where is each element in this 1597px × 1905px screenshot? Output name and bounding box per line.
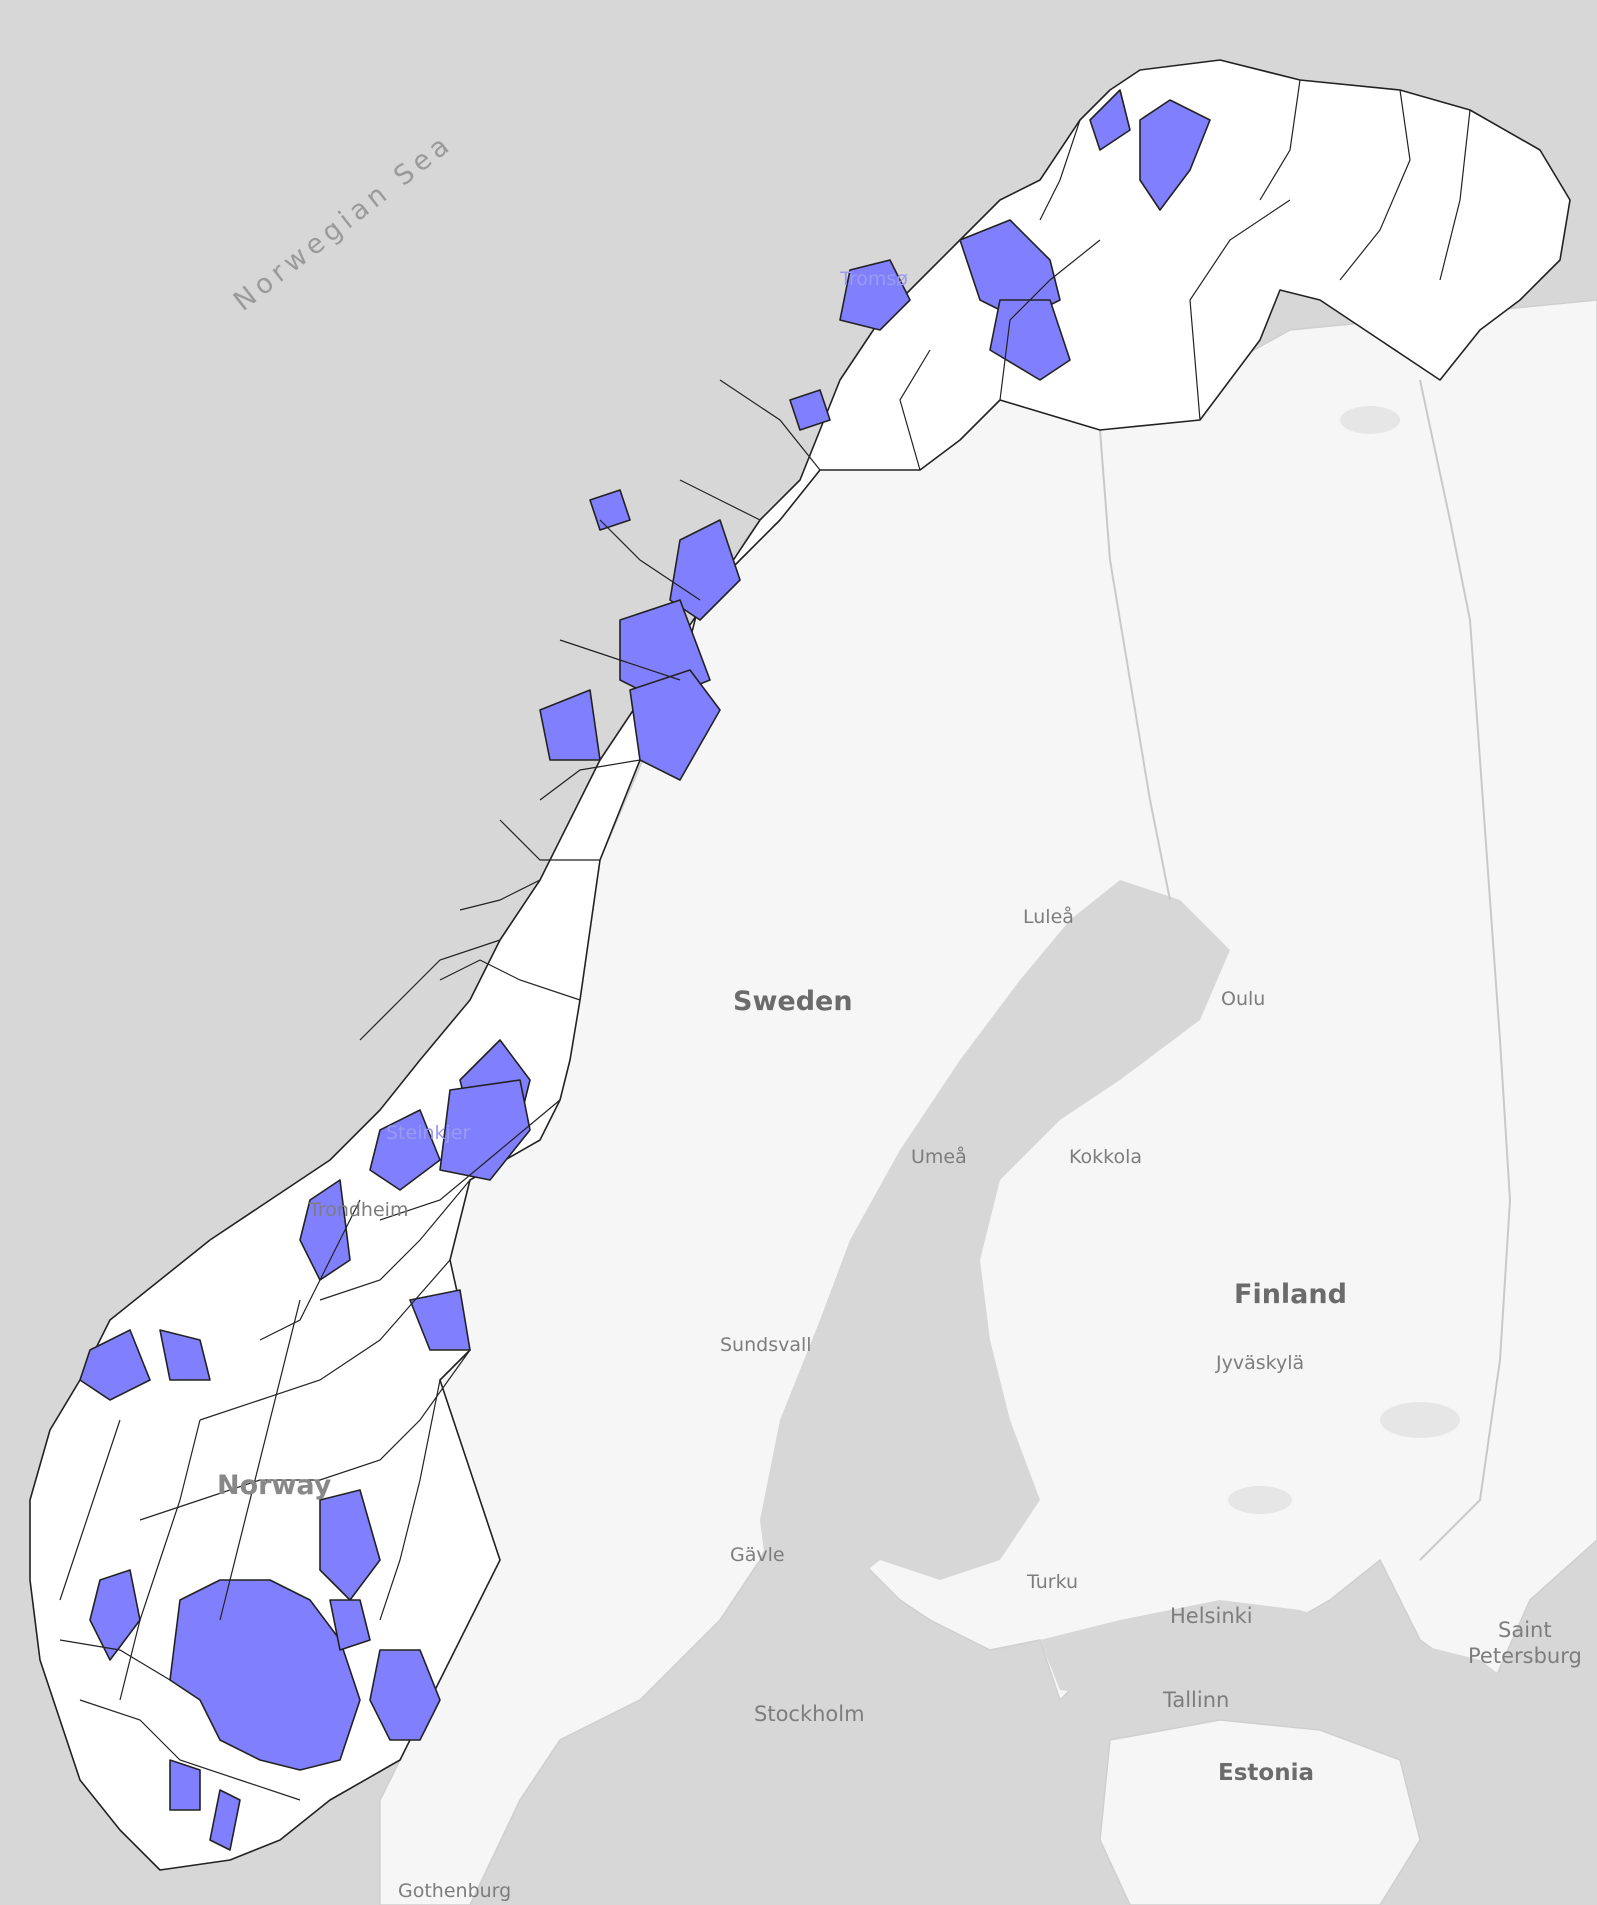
city-label-jyvaskyla: Jyväskylä <box>1216 1352 1305 1374</box>
city-label-trondheim: Trondheim <box>309 1199 409 1221</box>
city-label-umea: Umeå <box>911 1146 967 1168</box>
baltic-sea <box>780 1760 1100 1905</box>
municipality-highlighted[interactable] <box>319 1489 381 1601</box>
city-label-steinkjer: Steinkjer <box>386 1122 471 1144</box>
city-label-stockholm: Stockholm <box>754 1702 865 1726</box>
city-label-saint-petersburg-line2: Petersburg <box>1468 1644 1582 1668</box>
country-label-sweden: Sweden <box>733 986 853 1017</box>
municipality-highlighted[interactable] <box>539 689 601 761</box>
municipality-highlighted[interactable] <box>1089 89 1131 151</box>
gulf-of-bothnia <box>700 880 1230 1800</box>
city-label-gavle: Gävle <box>730 1544 785 1566</box>
municipality-highlighted[interactable] <box>669 519 741 621</box>
estonia-land <box>1099 1719 1421 1905</box>
municipality-highlighted[interactable] <box>629 669 721 781</box>
city-label-tallinn: Tallinn <box>1163 1688 1230 1712</box>
municipality-highlighted[interactable] <box>169 1579 361 1771</box>
lake <box>1380 1402 1460 1438</box>
municipality-highlighted[interactable] <box>1139 99 1211 211</box>
city-label-tromso: Tromsø <box>840 268 908 290</box>
gulf-of-finland <box>1040 1600 1520 1720</box>
sweden-finland-border <box>1099 429 1171 901</box>
municipality-highlighted[interactable] <box>369 1109 441 1191</box>
lake <box>1340 406 1400 434</box>
municipality-highlighted[interactable] <box>89 1569 141 1661</box>
municipality-highlighted[interactable] <box>839 259 911 331</box>
municipality-highlighted[interactable] <box>329 1599 371 1651</box>
city-label-gothenburg: Gothenburg <box>398 1880 512 1902</box>
municipality-highlighted[interactable] <box>209 1789 241 1851</box>
city-label-lulea: Luleå <box>1023 906 1074 928</box>
city-label-turku: Turku <box>1027 1571 1079 1593</box>
city-label-oulu: Oulu <box>1221 988 1266 1010</box>
municipality-highlighted[interactable] <box>439 1079 531 1181</box>
norway-municipalities <box>29 59 1571 1871</box>
city-label-sundsvall: Sundsvall <box>720 1334 812 1356</box>
municipality-highlighted[interactable] <box>789 389 831 431</box>
municipality-borders <box>59 79 1471 1801</box>
country-label-finland: Finland <box>1234 1279 1347 1310</box>
municipality-highlighted[interactable] <box>169 1759 201 1811</box>
finland-russia-border <box>1419 379 1512 1561</box>
city-label-saint-petersburg-line1: Saint <box>1498 1618 1552 1642</box>
country-label-estonia: Estonia <box>1218 1760 1314 1786</box>
city-label-kokkola: Kokkola <box>1069 1146 1143 1168</box>
city-label-helsinki: Helsinki <box>1170 1604 1253 1628</box>
municipality-highlighted[interactable] <box>299 1179 351 1281</box>
municipality-highlighted[interactable] <box>79 1329 151 1401</box>
lake <box>1228 1486 1292 1514</box>
municipality-highlighted[interactable] <box>369 1649 441 1741</box>
municipality-highlighted[interactable] <box>159 1329 211 1381</box>
country-label-norway: Norway <box>217 1470 332 1501</box>
